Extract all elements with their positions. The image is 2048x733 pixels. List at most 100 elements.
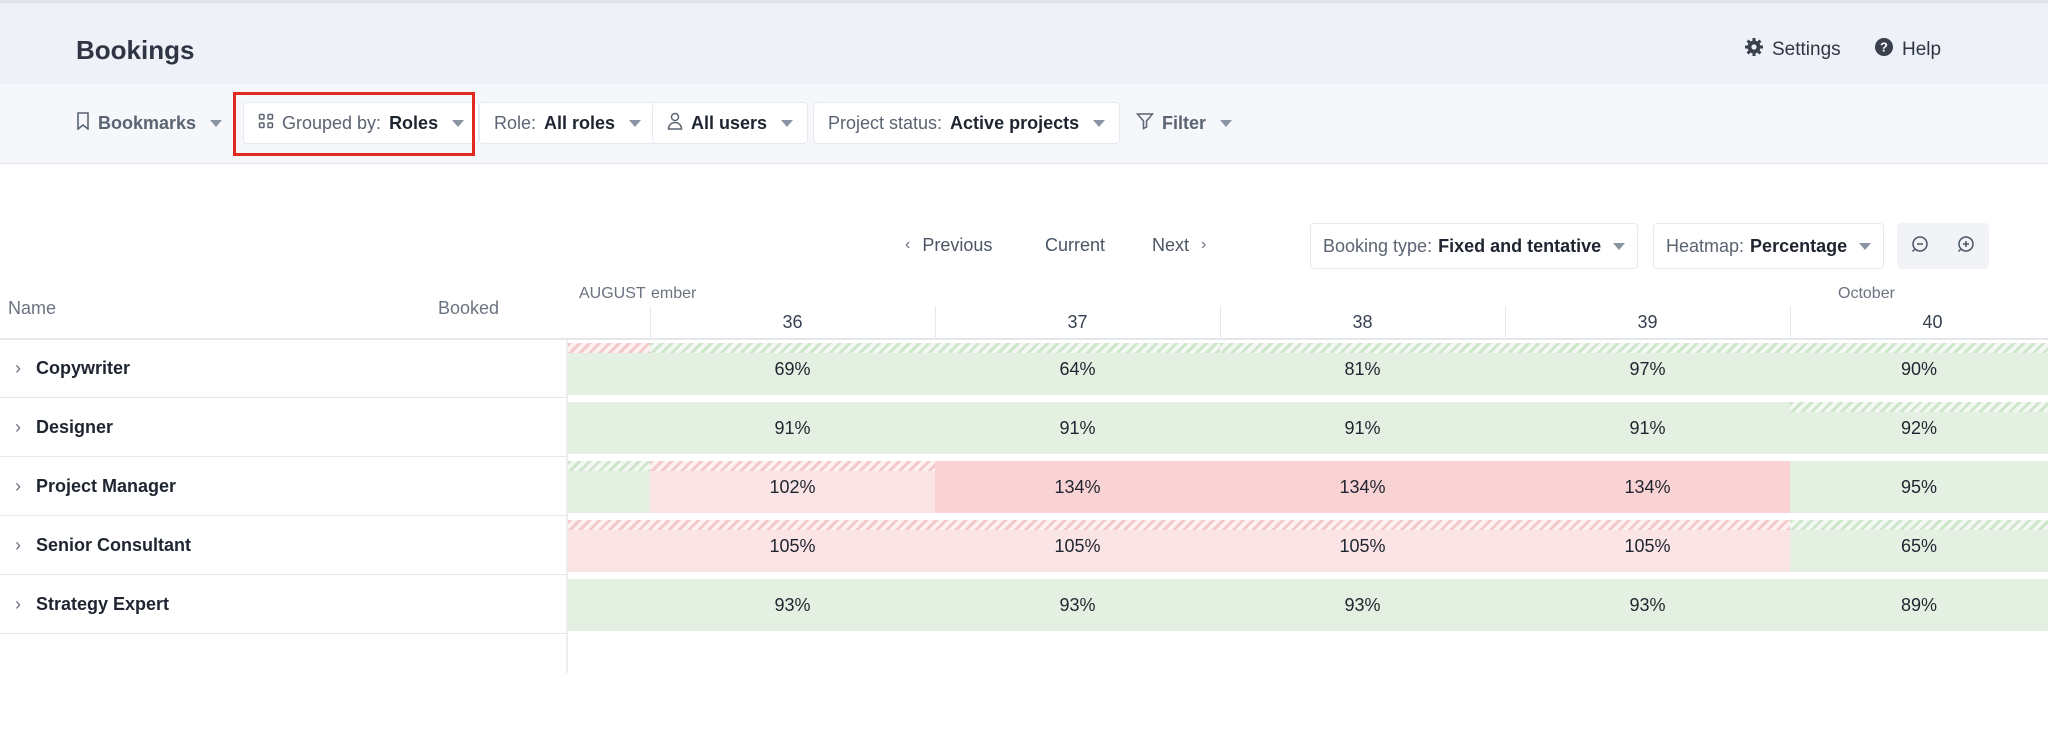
heatmap-cell[interactable]: 91%	[1220, 402, 1505, 454]
bookmarks-dropdown[interactable]: Bookmarks	[62, 102, 236, 144]
role-name: Copywriter	[36, 358, 131, 378]
week-divider	[1220, 306, 1221, 338]
heatmap-cell[interactable]: 93%	[935, 579, 1220, 631]
heatmap-cell[interactable]: 91%	[1505, 402, 1790, 454]
chevron-right-icon: ›	[1201, 236, 1207, 253]
week-divider	[1790, 306, 1791, 338]
zoom-controls	[1897, 223, 1989, 269]
project-status-prefix: Project status:	[828, 112, 943, 133]
role-prefix: Role:	[494, 112, 537, 133]
role-name: Senior Consultant	[36, 535, 192, 555]
role-name: Designer	[36, 417, 114, 437]
users-dropdown[interactable]: All users	[652, 102, 809, 144]
role-name: Strategy Expert	[36, 594, 170, 614]
filter-toolbar: Bookmarks Grouped by: Roles Role: All ro…	[0, 84, 2048, 164]
gear-icon	[1744, 37, 1764, 63]
caret-down-icon	[1093, 119, 1106, 127]
caret-down-icon	[781, 119, 794, 127]
grouped-by-prefix: Grouped by:	[282, 112, 382, 133]
previous-button[interactable]: ‹ Previous	[905, 222, 992, 268]
heatmap-cell[interactable]: 95%	[1790, 461, 2048, 513]
help-label: Help	[1902, 39, 1942, 60]
filter-label: Filter	[1162, 112, 1207, 133]
caret-down-icon	[452, 119, 465, 127]
chevron-right-icon[interactable]: ›	[15, 594, 21, 614]
heatmap-dropdown[interactable]: Heatmap: Percentage	[1653, 223, 1885, 269]
week-header: 38	[1352, 312, 1373, 332]
booking-type-prefix: Booking type:	[1323, 235, 1433, 256]
current-label: Current	[1045, 234, 1106, 255]
project-status-dropdown[interactable]: Project status: Active projects	[813, 102, 1121, 144]
filter-icon	[1135, 112, 1155, 135]
zoom-out-button[interactable]	[1897, 223, 1943, 269]
chevron-right-icon[interactable]: ›	[15, 476, 21, 496]
zoom-in-button[interactable]	[1943, 223, 1989, 269]
heatmap-cell-partial[interactable]	[568, 402, 650, 454]
week-divider	[650, 306, 651, 338]
role-row[interactable]: › Project Manager	[0, 458, 568, 516]
chevron-right-icon[interactable]: ›	[15, 535, 21, 555]
tentative-stripe	[1790, 402, 2048, 412]
name-column-header[interactable]: Name	[8, 298, 57, 318]
page-title: Bookings	[76, 35, 195, 65]
chevron-left-icon: ‹	[905, 236, 911, 253]
previous-label: Previous	[922, 234, 993, 255]
help-icon: ?	[1874, 37, 1894, 63]
heatmap-prefix: Heatmap:	[1666, 235, 1745, 256]
heatmap-cell[interactable]: 91%	[650, 402, 935, 454]
settings-label: Settings	[1772, 39, 1841, 60]
week-header: 36	[782, 312, 803, 332]
project-status-value: Active projects	[950, 112, 1080, 133]
grid-header-divider	[568, 338, 2048, 340]
tentative-stripe	[1220, 343, 2048, 353]
filter-dropdown[interactable]: Filter	[1122, 102, 1246, 144]
week-divider	[935, 306, 936, 338]
tentative-stripe	[650, 343, 1220, 353]
chevron-right-icon[interactable]: ›	[15, 358, 21, 378]
current-button[interactable]: Current	[1045, 222, 1105, 268]
heatmap-cell[interactable]: 134%	[935, 461, 1220, 513]
month-label-september: ember	[651, 285, 697, 302]
role-name: Project Manager	[36, 476, 177, 496]
week-header: 39	[1637, 312, 1658, 332]
month-label-october: October	[1838, 285, 1895, 302]
tentative-stripe	[568, 343, 650, 353]
role-row[interactable]: › Copywriter	[0, 340, 568, 398]
next-button[interactable]: Next ›	[1152, 222, 1206, 268]
heatmap-value: Percentage	[1750, 235, 1848, 256]
caret-down-icon	[1859, 242, 1872, 250]
role-value: All roles	[544, 112, 616, 133]
heatmap-cell[interactable]: 93%	[1220, 579, 1505, 631]
heatmap-cell[interactable]: 93%	[650, 579, 935, 631]
zoom-out-icon	[1911, 235, 1929, 258]
heatmap-cell[interactable]: 91%	[935, 402, 1220, 454]
tentative-stripe	[650, 461, 935, 471]
tentative-stripe	[568, 461, 650, 471]
grouped-by-dropdown[interactable]: Grouped by: Roles	[243, 102, 480, 144]
month-label-august: AUGUST	[579, 285, 646, 302]
chevron-right-icon[interactable]: ›	[15, 417, 21, 437]
grouped-by-value: Roles	[389, 112, 439, 133]
settings-link[interactable]: Settings	[1744, 37, 1841, 63]
role-row[interactable]: › Designer	[0, 399, 568, 457]
heatmap-cell[interactable]: 89%	[1790, 579, 2048, 631]
app-header: Bookings Settings ? Help	[0, 0, 2048, 84]
svg-text:?: ?	[1880, 40, 1888, 55]
booked-column-header[interactable]: Booked	[438, 298, 500, 318]
heatmap-cell[interactable]: 134%	[1505, 461, 1790, 513]
role-dropdown[interactable]: Role: All roles	[479, 102, 657, 144]
role-row[interactable]: › Senior Consultant	[0, 517, 568, 575]
users-value: All users	[691, 112, 768, 133]
week-header: 37	[1067, 312, 1088, 332]
tentative-stripe	[568, 520, 1790, 530]
help-link[interactable]: ? Help	[1874, 37, 1941, 63]
role-row[interactable]: › Strategy Expert	[0, 576, 568, 634]
heatmap-cell[interactable]: 134%	[1220, 461, 1505, 513]
caret-down-icon	[210, 119, 223, 127]
group-icon	[258, 113, 274, 134]
heatmap-cell-partial[interactable]	[568, 579, 650, 631]
column-divider	[566, 340, 568, 673]
booking-type-dropdown[interactable]: Booking type: Fixed and tentative	[1310, 223, 1639, 269]
heatmap-cell[interactable]: 93%	[1505, 579, 1790, 631]
week-divider	[1505, 306, 1506, 338]
